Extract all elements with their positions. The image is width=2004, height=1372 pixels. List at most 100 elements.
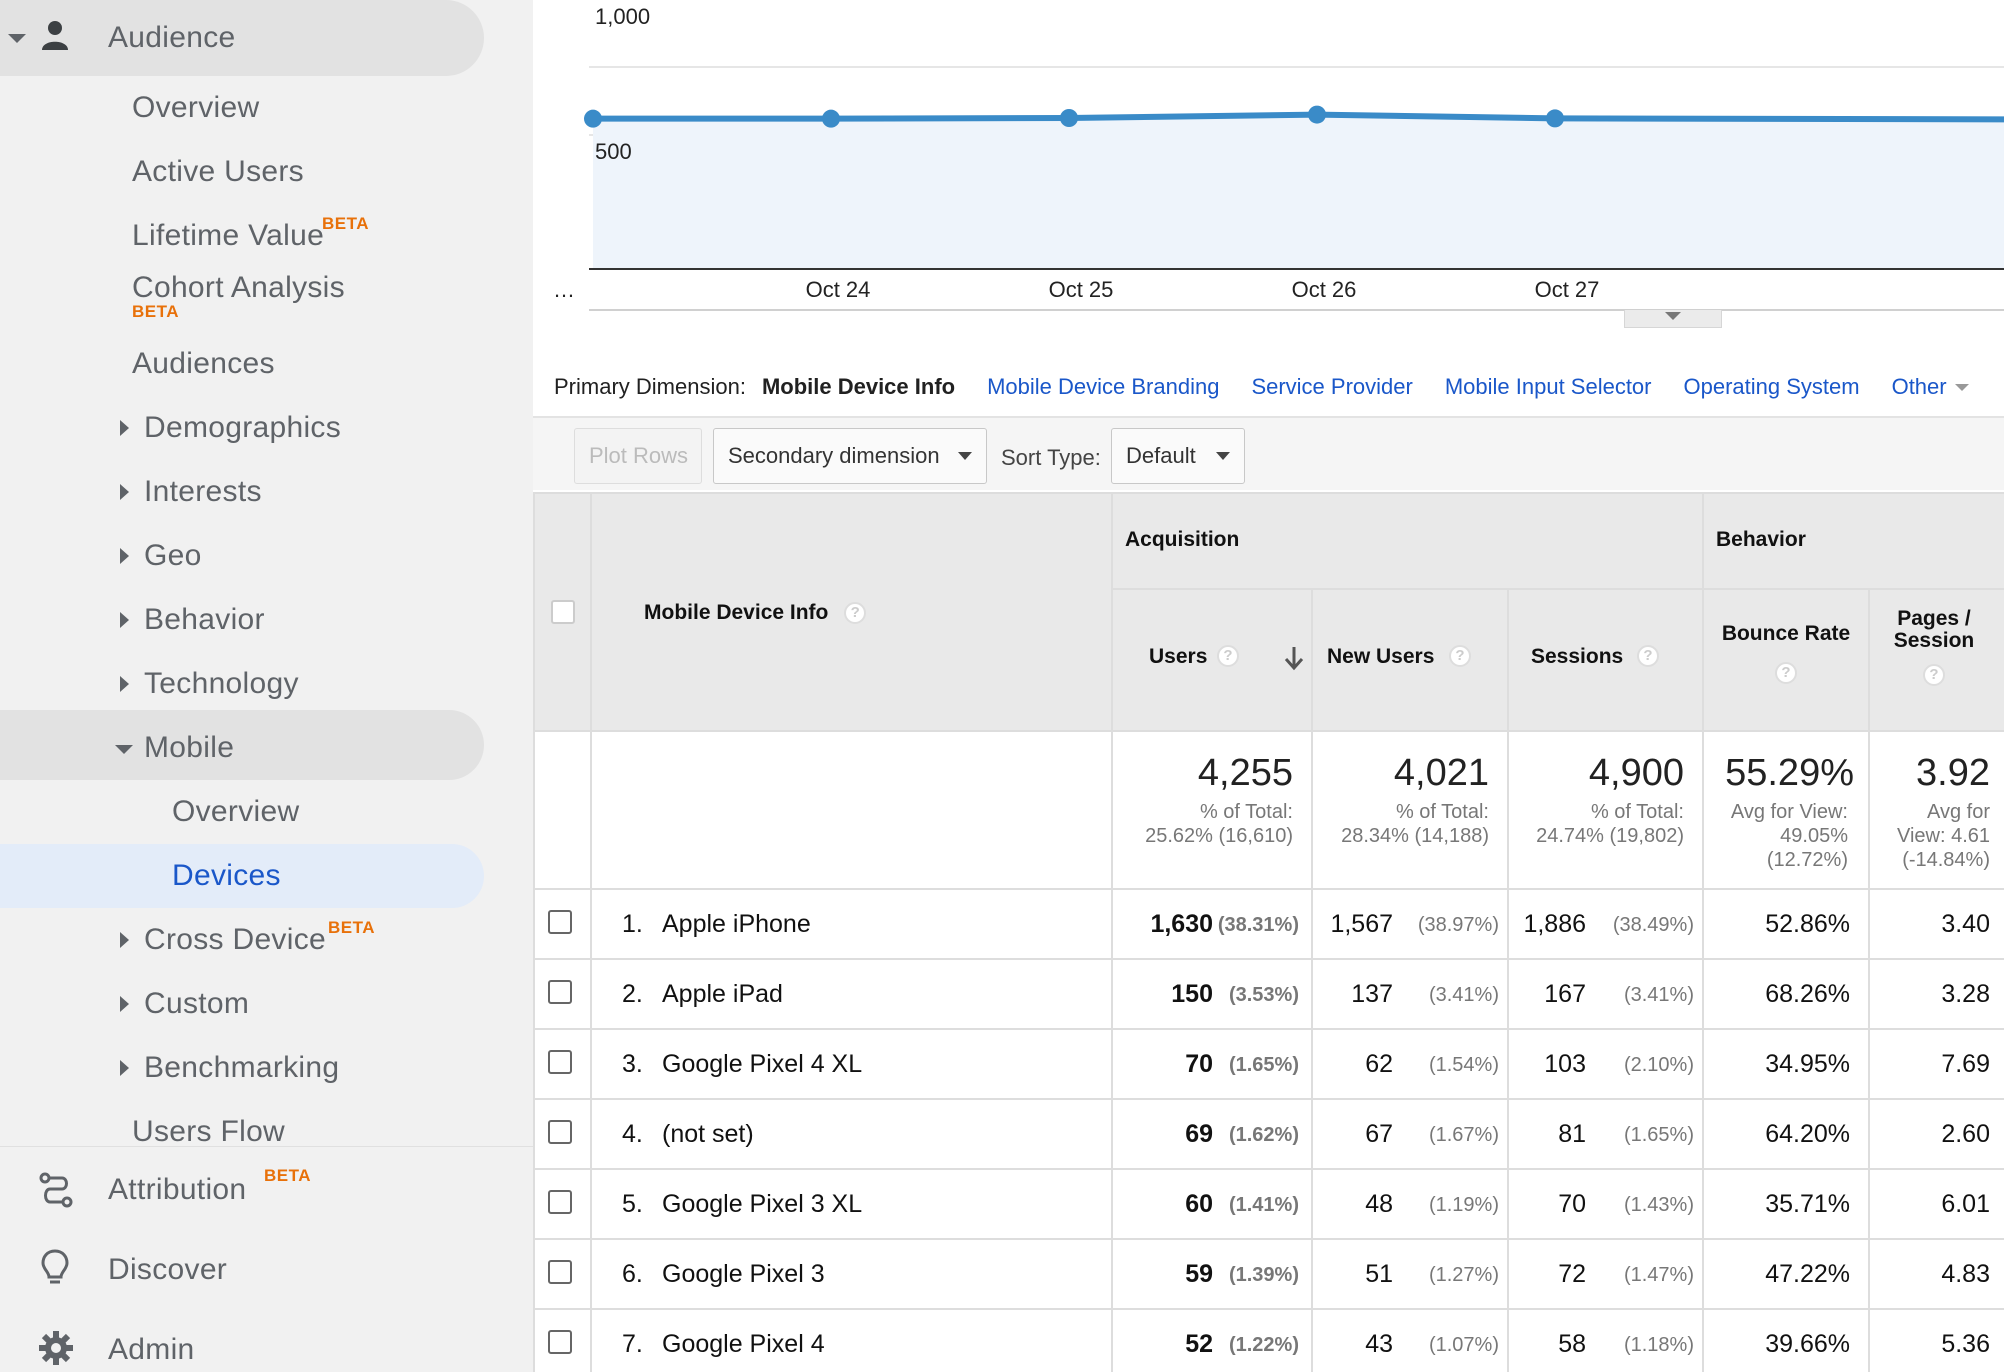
- row-new-users: 1,567: [1330, 910, 1393, 938]
- sidebar-item-devices-highlight[interactable]: [0, 844, 484, 908]
- sidebar-item-discover[interactable]: Discover: [108, 1248, 227, 1292]
- sidebar-item-cross-device-label: Cross Device: [144, 923, 326, 956]
- dimension-header-label: Mobile Device Info: [644, 601, 829, 624]
- sidebar-item-mobile-overview-label: Overview: [172, 795, 300, 828]
- sort-type-select[interactable]: Default: [1111, 428, 1245, 484]
- sessions-header-cell[interactable]: Sessions ?: [1509, 590, 1704, 732]
- sidebar-item-benchmarking-label: Benchmarking: [144, 1051, 340, 1084]
- users-trend-chart: 1,000 500 … Oct 24 Oct 25 Oct 26 Oct 27: [533, 0, 2004, 330]
- table-cell: [1509, 1310, 1704, 1372]
- dimension-option-branding[interactable]: Mobile Device Branding: [987, 374, 1220, 399]
- dimension-header-cell[interactable]: Mobile Device Info ?: [592, 492, 1113, 732]
- sidebar-item-lifetime-value[interactable]: Lifetime Value: [132, 216, 324, 256]
- secondary-dimension-select[interactable]: Secondary dimension: [713, 428, 987, 484]
- data-point[interactable]: [1060, 109, 1078, 127]
- sidebar-item-lifetime-value-label: Lifetime Value: [132, 219, 325, 252]
- sidebar-item-devices[interactable]: Devices: [172, 856, 281, 896]
- data-point[interactable]: [822, 109, 840, 128]
- table-cell: [1113, 1240, 1313, 1310]
- table-cell: [1509, 1170, 1704, 1240]
- row-new-users-pct: (1.19%): [1428, 1194, 1499, 1216]
- sidebar-item-technology[interactable]: Technology: [144, 664, 299, 704]
- sidebar-item-mobile[interactable]: Mobile: [144, 728, 234, 768]
- row-checkbox[interactable]: [548, 980, 572, 1004]
- sidebar-item-mobile-overview[interactable]: Overview: [172, 792, 299, 832]
- summary-sessions-sub: % of Total: 24.74% (19,802): [1536, 801, 1684, 847]
- help-icon[interactable]: ?: [1449, 645, 1471, 667]
- row-checkbox[interactable]: [548, 1330, 572, 1354]
- row-pages-session: 4.83: [1941, 1260, 1990, 1288]
- row-checkbox[interactable]: [548, 1260, 572, 1284]
- sidebar-item-mobile-highlight[interactable]: [0, 710, 484, 780]
- sidebar-item-benchmarking[interactable]: Benchmarking: [144, 1048, 339, 1088]
- table-cell: [592, 1240, 1113, 1310]
- row-checkbox[interactable]: [548, 1120, 572, 1144]
- sidebar-item-cross-device[interactable]: Cross Device: [144, 920, 326, 960]
- sidebar-item-behavior[interactable]: Behavior: [144, 600, 265, 640]
- row-checkbox[interactable]: [548, 1050, 572, 1074]
- new-users-header-cell[interactable]: New Users ?: [1313, 590, 1509, 732]
- users-header-label: Users: [1149, 645, 1208, 668]
- dimension-option-service-provider[interactable]: Service Provider: [1251, 374, 1413, 399]
- y-tick-label: 500: [595, 139, 632, 164]
- sidebar-item-overview[interactable]: Overview: [132, 88, 259, 128]
- table-cell: [533, 960, 592, 1030]
- sidebar-item-active-users[interactable]: Active Users: [132, 152, 304, 192]
- sidebar-item-cohort-analysis[interactable]: Cohort Analysis: [132, 268, 345, 308]
- row-sessions-pct: (38.49%): [1612, 914, 1694, 936]
- row-checkbox[interactable]: [548, 1190, 572, 1214]
- help-icon[interactable]: ?: [844, 602, 867, 625]
- bounce-rate-header-cell[interactable]: Bounce Rate ?: [1704, 590, 1870, 732]
- plot-rows-button[interactable]: Plot Rows: [574, 428, 702, 484]
- data-point[interactable]: [1308, 105, 1326, 124]
- table-cell: [1113, 1170, 1313, 1240]
- sidebar-item-attribution[interactable]: Attribution: [108, 1168, 246, 1212]
- audience-section[interactable]: [0, 0, 484, 76]
- sidebar-item-admin[interactable]: Admin: [108, 1328, 195, 1372]
- audience-collapse-icon[interactable]: [8, 34, 26, 43]
- row-checkbox[interactable]: [548, 910, 572, 934]
- sidebar-item-attribution-label: Attribution: [108, 1173, 247, 1206]
- table-cell: [1704, 1030, 1870, 1100]
- sort-descending-icon[interactable]: [1283, 645, 1305, 671]
- table-cell: [1313, 1310, 1509, 1372]
- row-users: 52: [1185, 1330, 1213, 1358]
- person-icon: [42, 21, 68, 50]
- dimension-option-other[interactable]: Other: [1891, 374, 1947, 399]
- sidebar-item-geo[interactable]: Geo: [144, 536, 202, 576]
- data-point[interactable]: [1546, 109, 1564, 128]
- table-cell: [1313, 1030, 1509, 1100]
- data-point[interactable]: [584, 109, 602, 128]
- sidebar-item-interests[interactable]: Interests: [144, 472, 262, 512]
- summary-users-sub: % of Total: 25.62% (16,610): [1145, 801, 1293, 847]
- dimension-option-operating-system[interactable]: Operating System: [1683, 374, 1860, 399]
- pages-session-header-cell[interactable]: Pages / Session ?: [1870, 590, 2004, 732]
- x-tick-label: …: [553, 277, 575, 302]
- summary-sessions-value: 4,900: [1588, 752, 1684, 794]
- sidebar-item-overview-label: Overview: [132, 91, 260, 124]
- chart-collapse-handle[interactable]: [1624, 310, 1722, 328]
- sidebar-item-demographics[interactable]: Demographics: [144, 408, 341, 448]
- select-all-checkbox[interactable]: [551, 600, 575, 624]
- help-icon[interactable]: ?: [1923, 664, 1945, 686]
- dimension-option-input-selector[interactable]: Mobile Input Selector: [1444, 374, 1652, 399]
- sidebar-item-admin-label: Admin: [108, 1333, 195, 1366]
- help-icon[interactable]: ?: [1775, 662, 1797, 684]
- row-new-users: 43: [1365, 1330, 1393, 1358]
- sidebar-item-custom[interactable]: Custom: [144, 984, 249, 1024]
- help-icon[interactable]: ?: [1217, 645, 1239, 667]
- sidebar-item-devices-label: Devices: [172, 859, 281, 892]
- sidebar-item-users-flow[interactable]: Users Flow: [132, 1112, 285, 1152]
- summary-sessions: 4,900 % of Total: 24.74% (19,802): [1509, 732, 1704, 890]
- row-sessions: 81: [1558, 1120, 1586, 1148]
- route-icon: [39, 1172, 73, 1208]
- sidebar-item-technology-label: Technology: [144, 667, 299, 700]
- table-cell: [1313, 1240, 1509, 1310]
- row-users-pct: (1.22%): [1228, 1334, 1299, 1356]
- users-header-cell[interactable]: Users ?: [1113, 590, 1313, 732]
- sidebar-item-audiences[interactable]: Audiences: [132, 344, 275, 384]
- select-all-cell: [533, 492, 592, 732]
- summary-new-users-value: 4,021: [1393, 752, 1489, 794]
- help-icon[interactable]: ?: [1637, 645, 1659, 667]
- sidebar-item-audience[interactable]: Audience: [108, 16, 236, 60]
